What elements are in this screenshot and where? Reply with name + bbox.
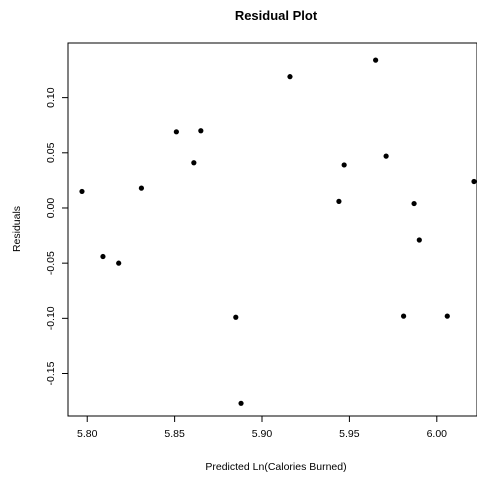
x-tick-label: 5.90 — [252, 428, 273, 440]
data-point — [173, 129, 179, 135]
data-point — [100, 253, 106, 260]
y-tick-label: 0.05 — [45, 142, 57, 163]
y-axis: -0.15 -0.10 -0.05 0.00 0.05 0.10 — [45, 87, 68, 385]
x-tick-label: 6.00 — [427, 428, 448, 440]
data-point — [233, 314, 239, 320]
data-point — [416, 237, 422, 243]
chart-title: Residual Plot — [235, 8, 318, 23]
y-tick-label: 0.10 — [45, 87, 57, 108]
y-tick-label: 0.00 — [45, 198, 57, 219]
y-axis-label: Residuals — [11, 206, 23, 252]
x-tick-label: 5.80 — [77, 428, 98, 440]
data-point — [373, 57, 379, 63]
data-point — [198, 128, 204, 134]
x-tick-label: 5.85 — [164, 428, 185, 440]
plot-frame — [67, 42, 477, 417]
data-point — [287, 74, 293, 80]
data-point — [138, 185, 145, 191]
x-axis: 5.80 5.85 5.90 5.95 6.00 — [77, 416, 447, 440]
y-tick-label: -0.10 — [45, 306, 57, 330]
data-point — [400, 313, 407, 319]
y-tick-label: -0.15 — [45, 361, 57, 385]
data-point — [238, 400, 244, 406]
y-tick-label: -0.05 — [45, 251, 57, 275]
data-point — [341, 162, 347, 168]
data-point — [191, 160, 197, 166]
data-points — [79, 57, 477, 406]
x-axis-label: Predicted Ln(Calories Burned) — [205, 461, 346, 473]
data-point — [116, 260, 122, 266]
data-point — [383, 153, 389, 159]
data-point — [411, 200, 417, 207]
x-tick-label: 5.95 — [339, 428, 360, 440]
data-point — [336, 198, 342, 204]
data-point — [444, 313, 450, 319]
data-point — [471, 178, 477, 185]
data-point — [79, 188, 85, 195]
